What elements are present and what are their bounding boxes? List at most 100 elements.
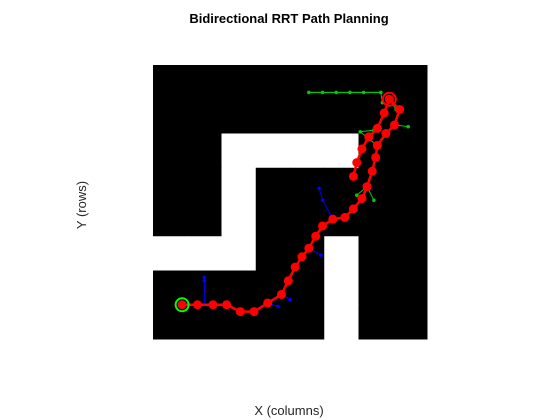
start-tree-node (317, 186, 321, 191)
grid-cell (153, 202, 188, 237)
grid-cell (255, 99, 291, 134)
grid-cell (187, 202, 222, 237)
grid-cell (255, 202, 291, 237)
x-axis-label: X (columns) (254, 403, 323, 418)
grid-cell (221, 236, 257, 271)
grid-cell (255, 133, 291, 169)
start-marker (174, 297, 190, 313)
endpoint-markers (174, 91, 397, 313)
grid-cell (392, 270, 428, 306)
grid-cell (187, 65, 222, 100)
grid-cell (392, 133, 428, 169)
grid-cell (255, 304, 291, 340)
path-point (290, 262, 300, 272)
goal-tree-node (354, 193, 359, 197)
grid-cell (290, 133, 325, 169)
grid-cell (290, 65, 325, 100)
start-tree-node (202, 275, 207, 280)
grid-cell (153, 99, 188, 134)
grid-cell (221, 270, 257, 306)
path-point (276, 289, 286, 299)
goal-tree-node (307, 90, 311, 95)
start-tree-node (320, 198, 325, 203)
path-point (340, 212, 350, 222)
grid-cell (392, 167, 428, 203)
grid-cell (392, 236, 428, 271)
grid-cell (221, 99, 257, 134)
goal-tree-node (320, 90, 325, 95)
grid-cell (392, 65, 428, 100)
path-point (263, 298, 273, 308)
goal-tree-node (358, 129, 363, 134)
goal-tree-node (406, 124, 410, 129)
grid-cell (187, 133, 222, 169)
path-point (304, 243, 314, 253)
grid-cell (221, 202, 257, 237)
path-point (318, 221, 328, 231)
path-point (372, 140, 382, 150)
path-point (348, 204, 358, 214)
goal-tree-node (378, 90, 383, 95)
grid-cell (153, 270, 188, 306)
path-point (283, 276, 293, 286)
grid-cell (392, 202, 428, 237)
goal-tree-node (348, 90, 352, 95)
path-point (311, 231, 321, 241)
grid-cell (324, 99, 359, 134)
goal-tree-node (334, 90, 339, 95)
grid-cell (153, 133, 188, 169)
path-point (193, 300, 203, 310)
path-point (381, 129, 391, 138)
path-point (235, 307, 245, 317)
grid-cell (153, 65, 188, 100)
grid-cell (324, 304, 359, 340)
path-point (297, 252, 307, 262)
path-point (379, 108, 389, 118)
grid-cell (153, 167, 188, 203)
path-point (348, 171, 358, 181)
grid-cell (358, 304, 394, 340)
grid-cell (255, 236, 291, 271)
grid-cell (290, 304, 325, 340)
grid-cell (290, 167, 325, 203)
grid-cell (221, 65, 257, 100)
start-tree-edge (318, 188, 324, 201)
path-point (249, 307, 259, 317)
path-point (177, 300, 187, 310)
chart-title: Bidirectional RRT Path Planning (189, 11, 388, 26)
path-point (357, 194, 367, 204)
grid-cell (255, 65, 291, 100)
path-point (389, 120, 399, 130)
path-point (371, 152, 381, 162)
grid-cell (358, 202, 394, 237)
goal-marker (381, 91, 397, 107)
path-point (328, 214, 338, 224)
grid-cell (153, 236, 188, 271)
grid-cell (358, 236, 394, 271)
grid-cell (187, 167, 222, 203)
grid-cell (358, 270, 394, 306)
path-point (367, 166, 377, 176)
path-point (362, 182, 372, 192)
grid-cell (324, 270, 359, 306)
path-point (208, 300, 218, 310)
start-tree-node (288, 297, 292, 302)
grid-cell (324, 236, 359, 271)
grid-cell (324, 65, 359, 100)
goal-tree-node (361, 90, 366, 95)
grid-cell (255, 167, 291, 203)
grid-cell (290, 99, 325, 134)
grid-cell (187, 236, 222, 271)
start-tree-node (276, 304, 280, 309)
grid-cell (221, 133, 257, 169)
goal-tree-node (372, 198, 376, 203)
grid-cell (153, 304, 188, 340)
path-point (222, 300, 232, 310)
path-point (395, 105, 405, 115)
start-tree-node (319, 253, 323, 257)
grid-cell (358, 65, 394, 100)
path-point (364, 132, 374, 142)
y-axis-label: Y (rows) (74, 181, 89, 229)
grid-cell (187, 99, 222, 134)
